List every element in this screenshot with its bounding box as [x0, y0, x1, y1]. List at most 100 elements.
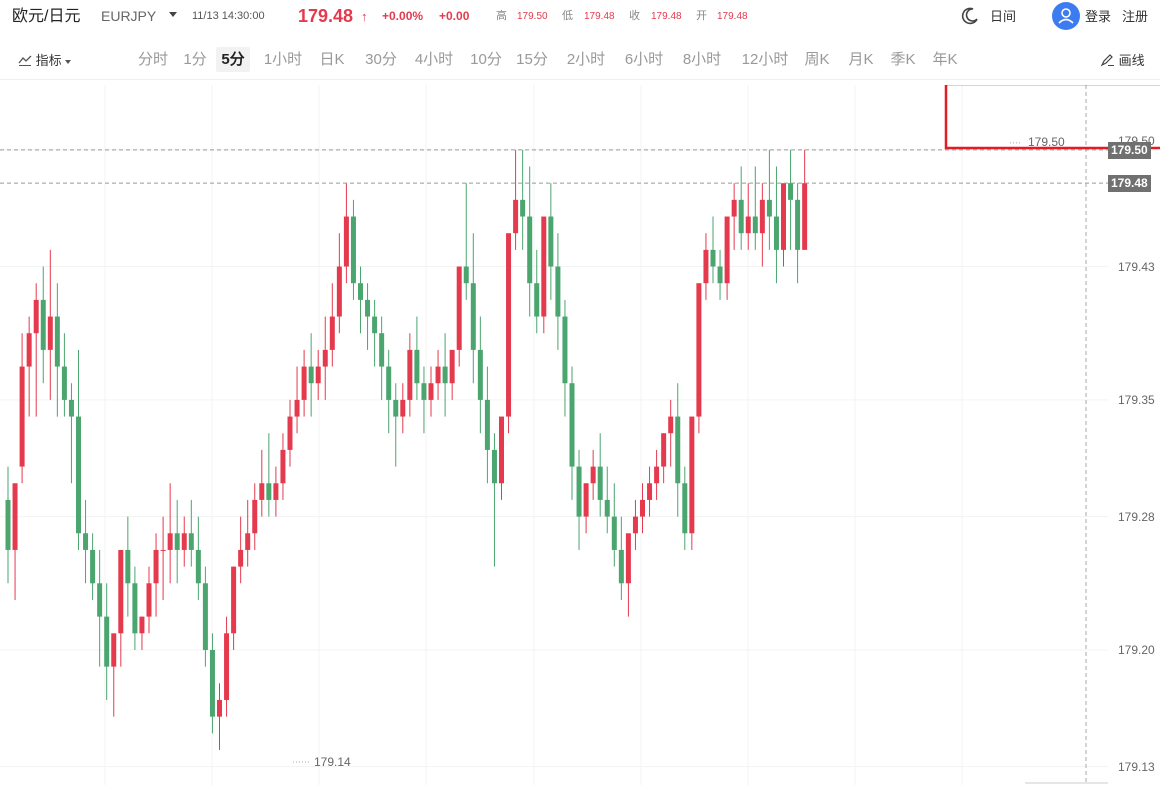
candle	[414, 316, 420, 400]
candle	[379, 316, 385, 400]
candle	[527, 166, 533, 317]
candle-body	[132, 583, 138, 634]
interval-tab[interactable]: 2小时	[566, 51, 606, 68]
candle-body	[379, 333, 385, 367]
candle-body	[576, 466, 582, 517]
candle	[456, 266, 462, 367]
interval-tab[interactable]: 1小时	[263, 51, 303, 68]
interval-tab[interactable]: 1分	[183, 51, 207, 68]
candle-body	[301, 366, 307, 400]
interval-tab[interactable]: 分时	[137, 51, 168, 68]
candle	[640, 483, 645, 534]
candle-body	[766, 199, 772, 217]
interval-tab[interactable]: 8小时	[682, 51, 722, 68]
candle	[682, 466, 688, 550]
interval-tab[interactable]: 30分	[365, 51, 397, 68]
candle	[329, 283, 335, 367]
candle	[484, 366, 490, 484]
candle	[781, 183, 786, 267]
y-axis-tick-label: 179.43	[1118, 259, 1155, 274]
candle-body	[188, 533, 194, 550]
candle	[407, 333, 413, 417]
candle-body	[118, 549, 124, 634]
highlight-box	[944, 85, 1160, 150]
candle	[555, 233, 561, 350]
candle-body	[647, 483, 653, 500]
y-axis-tick-label: 179.35	[1118, 392, 1155, 407]
candle-body	[414, 349, 420, 384]
candle	[724, 216, 730, 300]
quote-label-high: 高	[496, 10, 507, 22]
candle-body	[153, 549, 159, 584]
moon-icon[interactable]	[960, 6, 980, 26]
candle	[336, 233, 342, 334]
candle-body	[217, 699, 222, 717]
candle	[766, 149, 772, 250]
user-avatar-icon[interactable]	[1052, 2, 1080, 30]
interval-tab[interactable]: 12小时	[741, 51, 789, 68]
candle-body	[484, 399, 490, 450]
login-link[interactable]: 登录	[1085, 9, 1112, 24]
candle-body	[308, 366, 314, 384]
candle	[12, 483, 18, 600]
candlestick-chart[interactable]	[0, 85, 1160, 785]
min-price-marker: 179.14	[314, 754, 351, 769]
draw-tool-button[interactable]: 画线	[1100, 50, 1145, 69]
candle-body	[5, 499, 11, 550]
candle	[632, 499, 638, 550]
candle	[421, 366, 427, 434]
indicators-label: 指标	[35, 53, 62, 68]
candle	[788, 149, 794, 250]
candle	[365, 283, 371, 350]
interval-tab[interactable]: 5分	[216, 47, 250, 72]
candle-body	[26, 333, 32, 367]
candle-body	[245, 533, 251, 550]
quote-value-open: 179.48	[717, 11, 748, 22]
interval-tab[interactable]: 日K	[319, 51, 345, 68]
candle	[506, 233, 512, 434]
candle-body	[287, 416, 293, 450]
candle	[752, 166, 758, 250]
candle-body	[449, 349, 455, 384]
interval-tab[interactable]: 15分	[516, 51, 548, 68]
candle-body	[661, 433, 667, 467]
interval-tab[interactable]: 周K	[804, 51, 830, 68]
candle	[386, 349, 392, 434]
quote-label-close: 收	[629, 10, 640, 22]
candle	[647, 466, 653, 517]
candle-body	[259, 483, 265, 500]
y-axis-tick-label: 179.13	[1118, 759, 1155, 774]
candle	[322, 316, 328, 400]
candle-body	[111, 633, 117, 667]
candle	[47, 249, 53, 400]
interval-tab[interactable]: 季K	[890, 51, 916, 68]
candle	[188, 499, 194, 567]
candle	[231, 566, 237, 650]
candle	[562, 299, 568, 417]
candle-body	[548, 216, 554, 267]
candle	[125, 516, 131, 617]
interval-tab[interactable]: 年K	[932, 51, 958, 68]
interval-tab[interactable]: 10分	[470, 51, 502, 68]
candle	[400, 383, 406, 434]
theme-toggle-label[interactable]: 日间	[990, 9, 1017, 24]
candle-body	[802, 183, 808, 250]
candle	[97, 549, 103, 667]
candle-body	[428, 383, 434, 400]
interval-tab[interactable]: 4小时	[414, 51, 454, 68]
candle	[428, 366, 434, 417]
register-link[interactable]: 注册	[1122, 9, 1149, 24]
interval-tab[interactable]: 6小时	[624, 51, 664, 68]
interval-tab[interactable]: 月K	[848, 51, 874, 68]
candle	[83, 499, 89, 584]
candle-body	[343, 216, 349, 267]
caret-down-icon[interactable]	[169, 12, 177, 17]
candle-body	[456, 266, 462, 350]
candle	[273, 466, 279, 517]
symbol-selector[interactable]: EURJPY	[101, 8, 157, 24]
candle	[731, 183, 737, 250]
pair-name[interactable]: 欧元/日元	[12, 8, 81, 25]
candle-body	[541, 216, 547, 317]
indicators-button[interactable]: 指标	[18, 50, 71, 69]
candle-body	[97, 583, 103, 617]
